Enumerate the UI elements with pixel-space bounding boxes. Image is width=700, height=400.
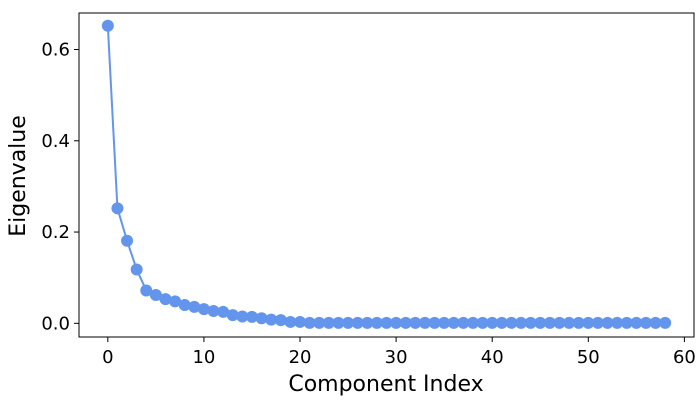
data-point — [197, 303, 210, 316]
x-tick-label: 30 — [385, 347, 408, 368]
data-point — [188, 300, 201, 313]
data-point — [294, 315, 307, 328]
data-point — [630, 316, 643, 329]
data-point — [611, 316, 624, 329]
data-point — [543, 316, 556, 329]
data-point — [438, 316, 451, 329]
y-tick-label: 0.4 — [41, 131, 70, 152]
data-point — [486, 316, 499, 329]
data-point — [149, 289, 162, 302]
data-point — [515, 316, 528, 329]
x-tick-label: 10 — [192, 347, 215, 368]
data-point — [457, 316, 470, 329]
data-point — [428, 316, 441, 329]
data-point — [476, 316, 489, 329]
y-tick-label: 0.0 — [41, 313, 70, 334]
data-point — [639, 316, 652, 329]
series-line — [106, 25, 666, 324]
data-point — [534, 316, 547, 329]
data-point — [591, 316, 604, 329]
y-tick-label: 0.2 — [41, 222, 70, 243]
y-tick-label: 0.6 — [41, 40, 70, 61]
data-point — [399, 316, 412, 329]
data-point — [274, 314, 287, 327]
data-point — [140, 284, 153, 297]
x-tick-label: 20 — [289, 347, 312, 368]
data-point — [370, 316, 383, 329]
data-point — [322, 316, 335, 329]
data-point — [553, 316, 566, 329]
data-point — [342, 316, 355, 329]
x-tick-label: 40 — [481, 347, 504, 368]
data-point — [466, 316, 479, 329]
data-point — [390, 316, 403, 329]
data-point — [303, 316, 316, 329]
data-point — [601, 316, 614, 329]
data-point — [582, 316, 595, 329]
plot-area-frame — [78, 12, 695, 338]
data-point — [563, 316, 576, 329]
data-point — [505, 316, 518, 329]
data-point — [361, 316, 374, 329]
x-tick-label: 50 — [577, 347, 600, 368]
data-point — [101, 19, 114, 32]
data-point — [332, 316, 345, 329]
data-point — [226, 309, 239, 322]
data-point — [245, 310, 258, 323]
x-tick-label: 0 — [102, 347, 113, 368]
data-point — [495, 316, 508, 329]
data-point — [524, 316, 537, 329]
data-point — [572, 316, 585, 329]
series-layer — [101, 19, 672, 329]
data-point — [236, 310, 249, 323]
data-point — [130, 263, 143, 276]
y-axis-label: Eigenvalue — [6, 115, 31, 237]
data-point — [351, 316, 364, 329]
data-point — [255, 312, 268, 325]
data-point — [178, 299, 191, 312]
data-point — [409, 316, 422, 329]
data-point — [265, 313, 278, 326]
axis-ticks: 0 10 20 30 40 50 60 0.0 0.2 0.4 0.6 — [41, 40, 695, 368]
data-point — [284, 315, 297, 328]
x-axis-label: Component Index — [288, 372, 483, 397]
data-point — [380, 316, 393, 329]
data-point — [313, 316, 326, 329]
data-point — [159, 293, 172, 306]
data-point — [447, 316, 460, 329]
data-point — [620, 316, 633, 329]
data-point — [649, 316, 662, 329]
data-point — [418, 316, 431, 329]
data-point — [659, 316, 672, 329]
data-point — [217, 305, 230, 318]
data-point — [207, 304, 220, 317]
x-tick-label: 60 — [673, 347, 696, 368]
data-point — [111, 202, 124, 215]
data-point — [121, 234, 134, 247]
data-point — [169, 295, 182, 308]
